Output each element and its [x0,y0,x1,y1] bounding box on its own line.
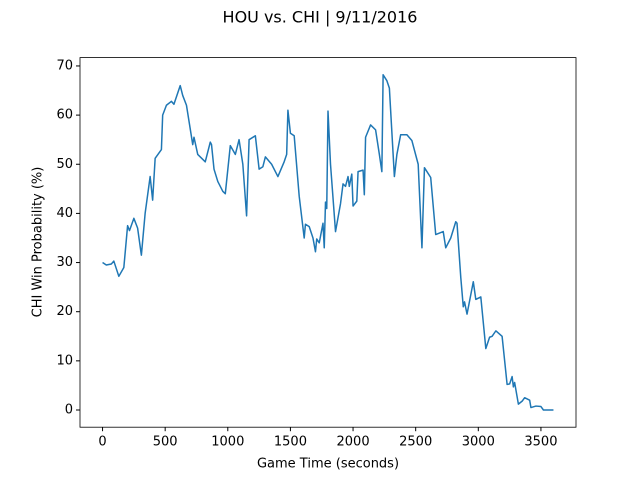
y-tick-label: 10 [56,353,73,368]
y-tick-label: 60 [56,108,73,123]
y-tick-label: 0 [65,402,73,417]
y-tick-label: 50 [56,157,73,172]
line [102,74,554,411]
plot-frame [79,57,577,428]
y-tick-label: 70 [56,58,73,73]
chart-title: HOU vs. CHI | 9/11/2016 [223,8,418,27]
y-tick-label: 40 [56,206,73,221]
x-tick-label: 0 [98,435,106,450]
y-axis-label: CHI Win Probability (%) [31,167,46,318]
y-tick-label: 20 [56,304,73,319]
y-tick-label: 30 [56,255,73,270]
x-tick-label: 1500 [274,435,307,450]
x-tick-label: 3000 [462,435,495,450]
x-axis-label: Game Time (seconds) [257,457,399,472]
x-tick-label: 500 [153,435,178,450]
x-tick-label: 3500 [524,435,557,450]
x-tick-label: 2500 [399,435,432,450]
x-tick-label: 2000 [337,435,370,450]
x-tick-label: 1000 [211,435,244,450]
